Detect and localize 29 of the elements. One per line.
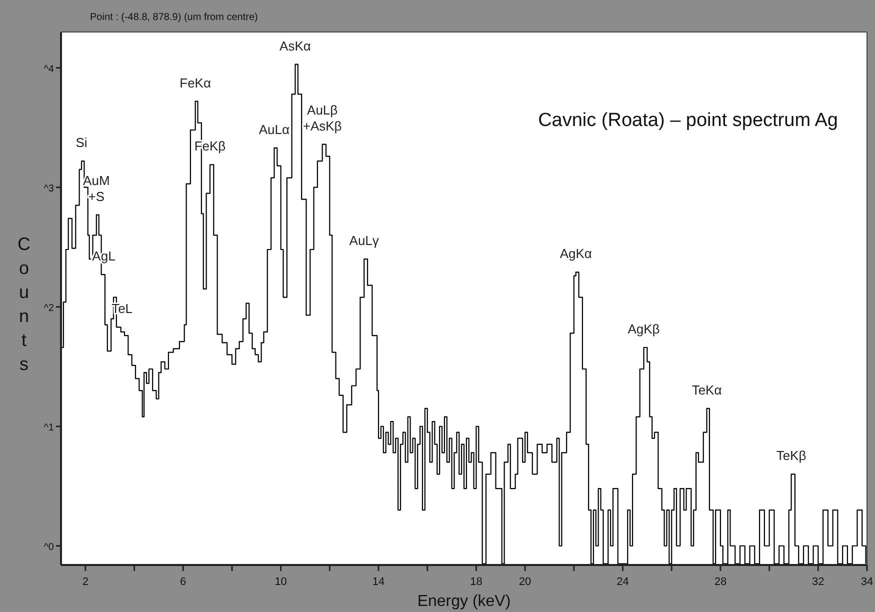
annotation: FeKα [180,75,212,90]
annotation: AgKβ [628,322,660,336]
x-tick-label: 6 [180,576,186,588]
x-tick-label: 28 [714,576,727,588]
x-axis-title: Energy (keV) [417,593,511,610]
x-tick-label: 10 [274,576,287,588]
x-tick-label: 2 [82,576,88,588]
y-tick-label: ^3 [44,183,54,194]
x-tick-label: 24 [616,576,629,588]
x-tick-label: 18 [470,576,482,588]
x-tick-label: 34 [860,576,874,588]
text: Cavnic (Roata) – point spectrum Ag [538,110,838,131]
annotation: AuLβ +AsKβ [302,102,342,134]
annotation: Si [76,135,88,150]
x-tick-label: 20 [518,576,532,588]
annotation: TeKβ [776,448,806,464]
y-axis-title: Counts [18,234,30,374]
y-tick-label: ^0 [44,542,54,553]
chart-subtitle: Point : (-48.8, 878.9) (um from centre) [90,12,258,23]
x-tick-label: 14 [372,576,385,588]
annotation: TeKα [692,382,722,398]
annotation: AgKα [560,246,592,262]
x-tick-label: 32 [812,576,824,588]
y-tick-label: ^1 [44,422,54,434]
y-tick-label: ^2 [44,302,54,314]
annotation: AsKα [280,38,312,54]
annotation: AuLγ [349,233,380,248]
y-tick-label: ^4 [44,64,54,75]
annotation: AuLα [258,122,290,137]
